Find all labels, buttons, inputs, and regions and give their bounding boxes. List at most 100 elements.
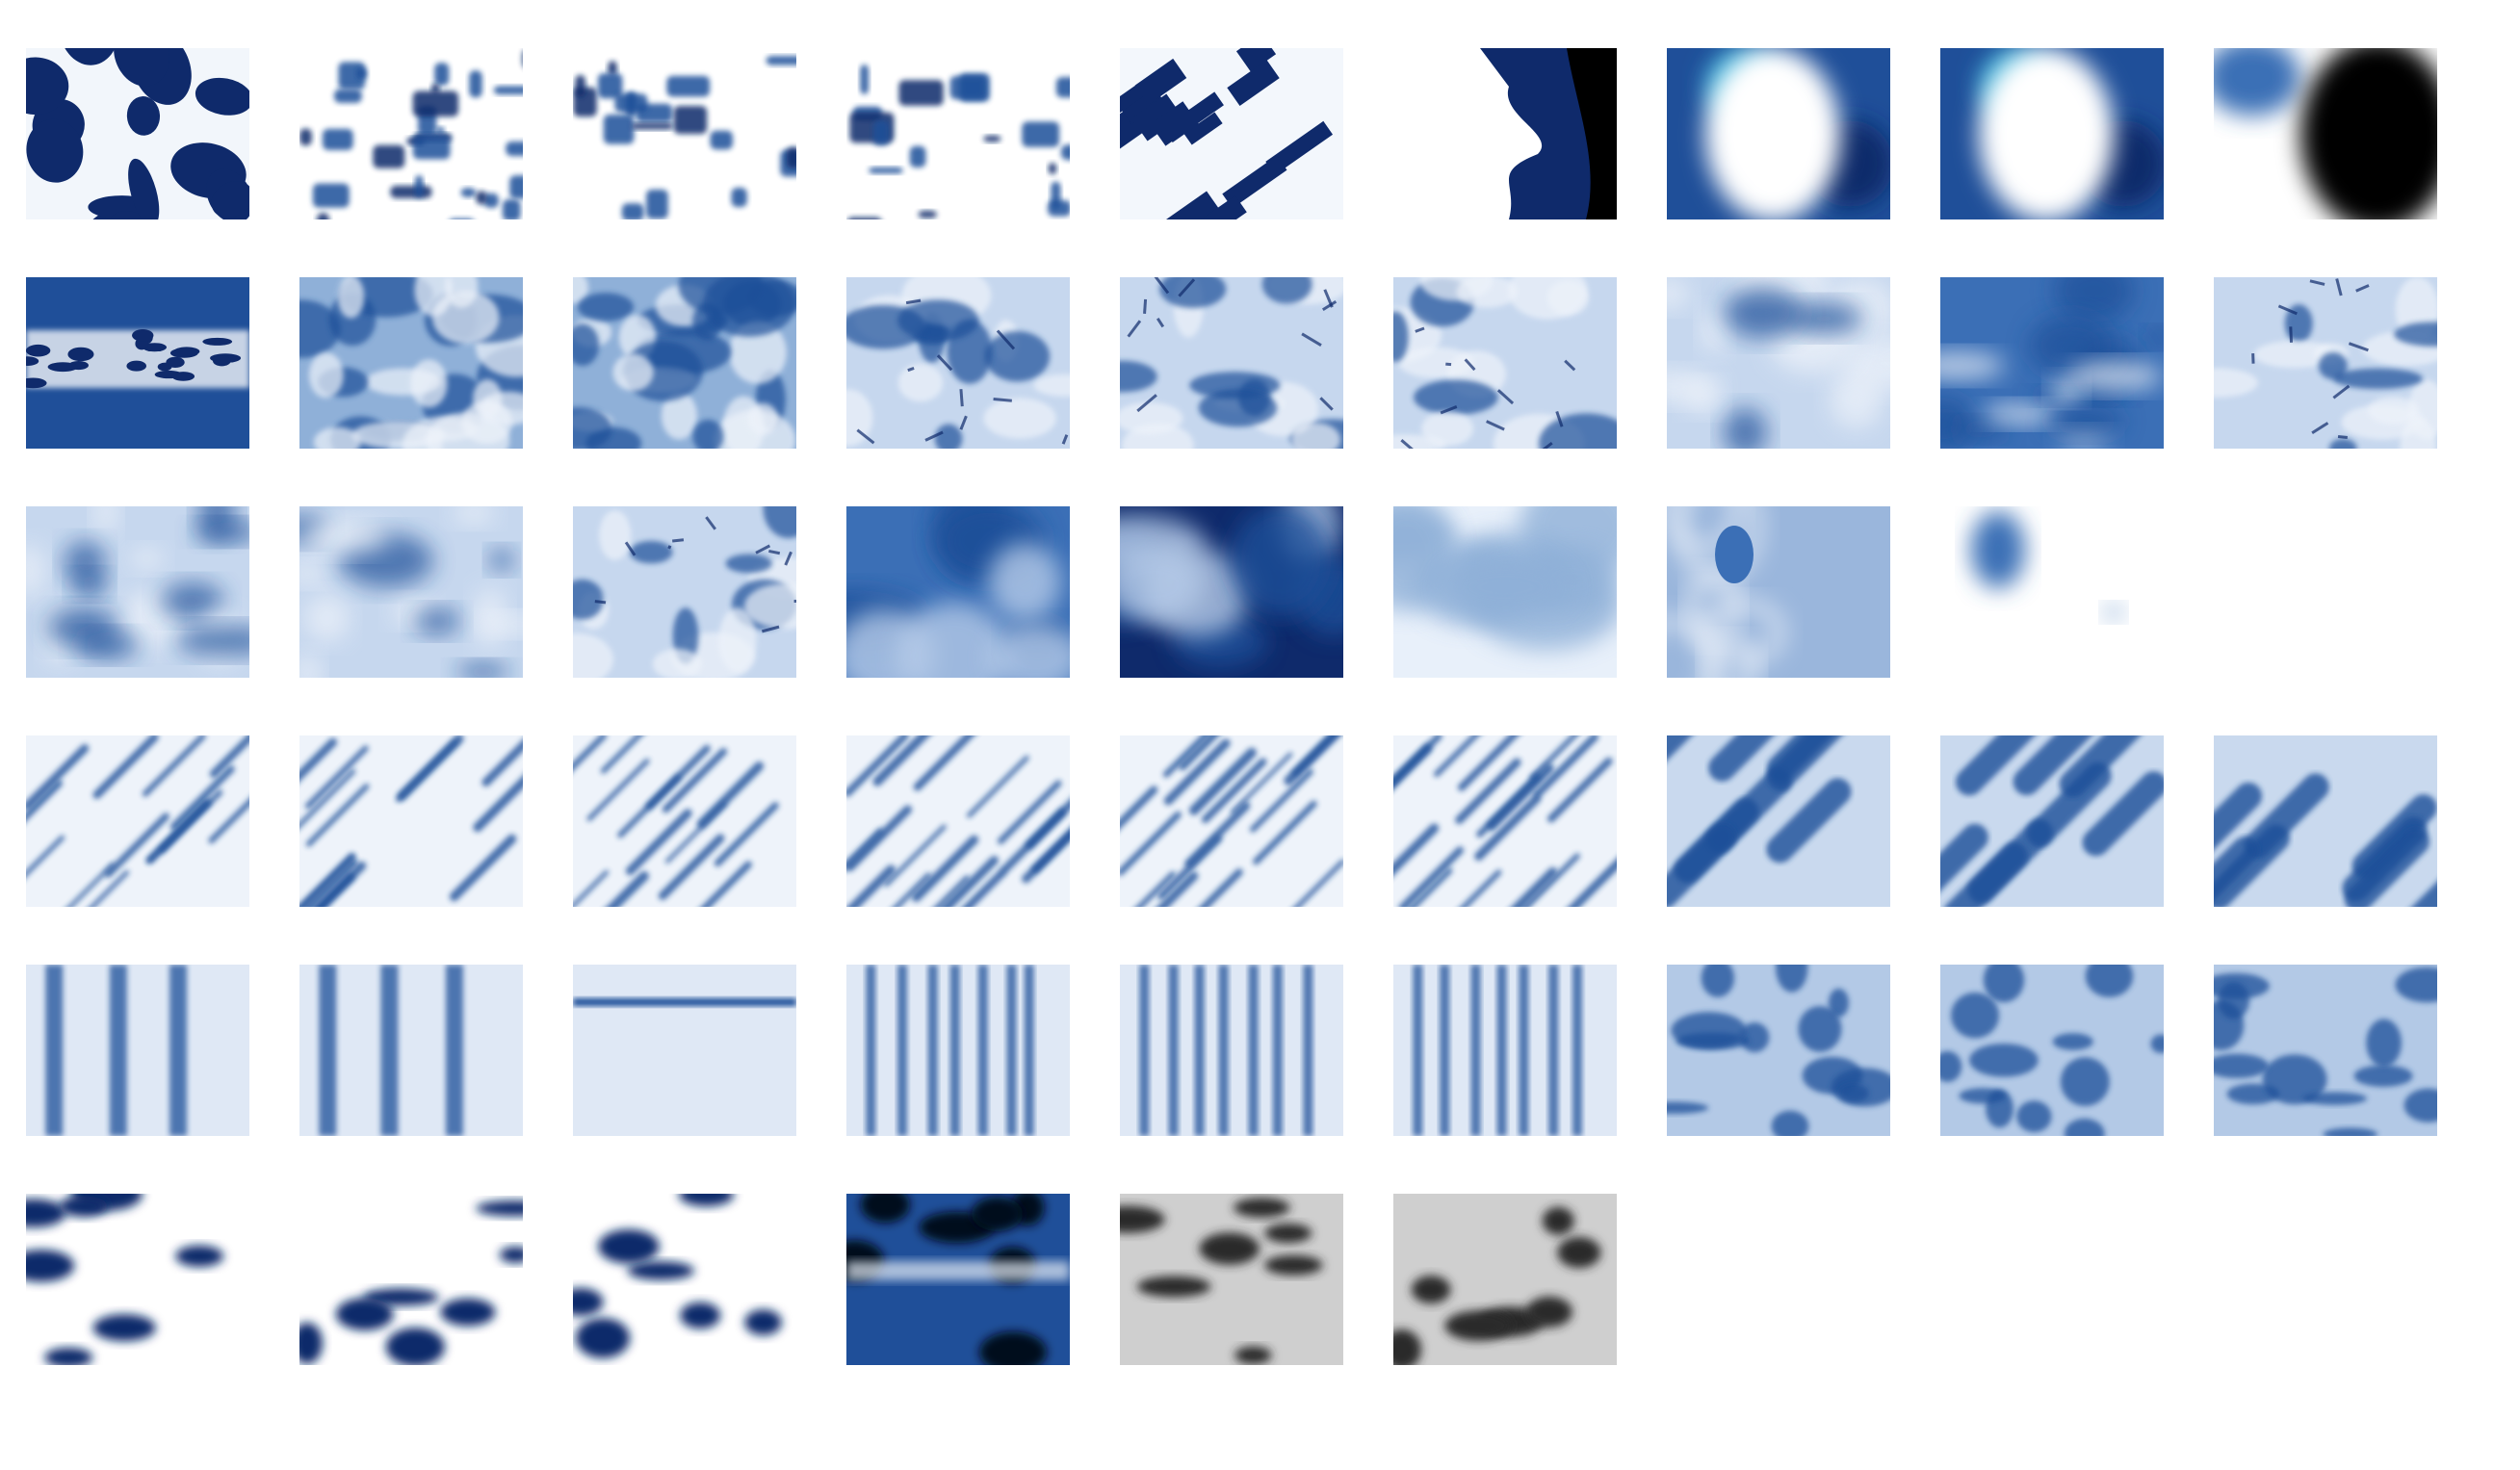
swatch-image — [1667, 735, 1890, 907]
swatch-image — [1393, 48, 1617, 219]
swatch-tile[interactable] — [26, 965, 249, 1136]
swatch-tile[interactable] — [26, 1194, 249, 1365]
swatch-tile[interactable] — [1393, 965, 1617, 1136]
swatch-tile[interactable] — [846, 506, 1070, 678]
swatch-image — [299, 1194, 523, 1365]
swatch-tile[interactable] — [846, 48, 1070, 219]
swatch-tile[interactable] — [573, 1194, 796, 1365]
swatch-image — [299, 277, 523, 449]
swatch-tile[interactable] — [1940, 48, 2164, 219]
swatch-image — [1667, 506, 1890, 678]
swatch-tile[interactable] — [2214, 735, 2437, 907]
swatch-image — [846, 1194, 1070, 1365]
swatch-tile[interactable] — [299, 1194, 523, 1365]
swatch-tile[interactable] — [26, 48, 249, 219]
swatch-image — [573, 506, 796, 678]
swatch-tile[interactable] — [846, 965, 1070, 1136]
swatch-image — [573, 735, 796, 907]
swatch-tile[interactable] — [2214, 277, 2437, 449]
swatch-image — [846, 277, 1070, 449]
swatch-image — [1120, 965, 1343, 1136]
swatch-image — [2214, 277, 2437, 449]
swatch-tile[interactable] — [1120, 277, 1343, 449]
swatch-image — [299, 965, 523, 1136]
swatch-image — [26, 277, 249, 449]
swatch-tile[interactable] — [1667, 506, 1890, 678]
swatch-image — [846, 965, 1070, 1136]
swatch-tile[interactable] — [1393, 48, 1617, 219]
swatch-tile[interactable] — [1120, 965, 1343, 1136]
swatch-tile[interactable] — [1393, 1194, 1617, 1365]
swatch-image — [2214, 48, 2437, 219]
swatch-tile[interactable] — [1940, 735, 2164, 907]
swatch-tile[interactable] — [299, 965, 523, 1136]
swatch-image — [1120, 48, 1343, 219]
swatch-image — [1120, 735, 1343, 907]
swatch-tile[interactable] — [846, 1194, 1070, 1365]
swatch-tile[interactable] — [2214, 48, 2437, 219]
swatch-tile[interactable] — [1393, 277, 1617, 449]
swatch-tile[interactable] — [1667, 965, 1890, 1136]
swatch-image — [846, 48, 1070, 219]
swatch-image — [299, 506, 523, 678]
swatch-tile[interactable] — [299, 735, 523, 907]
swatch-image — [26, 735, 249, 907]
swatch-tile[interactable] — [573, 965, 796, 1136]
swatch-tile[interactable] — [1940, 506, 2164, 678]
swatch-tile[interactable] — [573, 735, 796, 907]
swatch-tile[interactable] — [1940, 277, 2164, 449]
swatch-image — [1120, 1194, 1343, 1365]
swatch-image — [846, 735, 1070, 907]
swatch-image — [1120, 277, 1343, 449]
swatch-tile[interactable] — [299, 277, 523, 449]
swatch-image — [26, 506, 249, 678]
swatch-tile[interactable] — [2214, 965, 2437, 1136]
swatch-tile[interactable] — [1667, 277, 1890, 449]
swatch-tile[interactable] — [1120, 735, 1343, 907]
swatch-image — [1393, 506, 1617, 678]
swatch-image — [299, 735, 523, 907]
swatch-tile[interactable] — [1667, 735, 1890, 907]
swatch-image — [26, 48, 249, 219]
swatch-image — [299, 48, 523, 219]
swatch-image — [1667, 965, 1890, 1136]
swatch-image — [573, 277, 796, 449]
swatch-image — [573, 1194, 796, 1365]
swatch-image — [1940, 735, 2164, 907]
swatch-tile[interactable] — [573, 48, 796, 219]
swatch-tile[interactable] — [573, 277, 796, 449]
swatch-tile[interactable] — [1393, 735, 1617, 907]
swatch-tile[interactable] — [1393, 506, 1617, 678]
swatch-image — [2214, 965, 2437, 1136]
swatch-tile[interactable] — [299, 506, 523, 678]
swatch-tile[interactable] — [1120, 506, 1343, 678]
swatch-image — [26, 1194, 249, 1365]
swatch-tile[interactable] — [846, 735, 1070, 907]
swatch-image — [26, 965, 249, 1136]
swatch-tile[interactable] — [1940, 965, 2164, 1136]
swatch-image — [1940, 277, 2164, 449]
swatch-image — [1120, 506, 1343, 678]
swatch-tile[interactable] — [1667, 48, 1890, 219]
swatch-image — [1940, 965, 2164, 1136]
swatch-image — [1393, 277, 1617, 449]
swatch-tile[interactable] — [26, 735, 249, 907]
swatch-image — [1667, 277, 1890, 449]
swatch-image — [1393, 965, 1617, 1136]
swatch-image — [2214, 735, 2437, 907]
swatch-tile[interactable] — [26, 277, 249, 449]
swatch-image — [1940, 506, 2164, 678]
swatch-image — [573, 48, 796, 219]
swatch-tile[interactable] — [299, 48, 523, 219]
swatch-image — [1667, 48, 1890, 219]
swatch-tile[interactable] — [573, 506, 796, 678]
swatch-image — [573, 965, 796, 1136]
swatch-tile[interactable] — [1120, 1194, 1343, 1365]
swatch-tile[interactable] — [846, 277, 1070, 449]
swatch-tile[interactable] — [26, 506, 249, 678]
swatch-image — [846, 506, 1070, 678]
swatch-image — [1393, 1194, 1617, 1365]
swatch-image — [1940, 48, 2164, 219]
swatch-tile[interactable] — [1120, 48, 1343, 219]
